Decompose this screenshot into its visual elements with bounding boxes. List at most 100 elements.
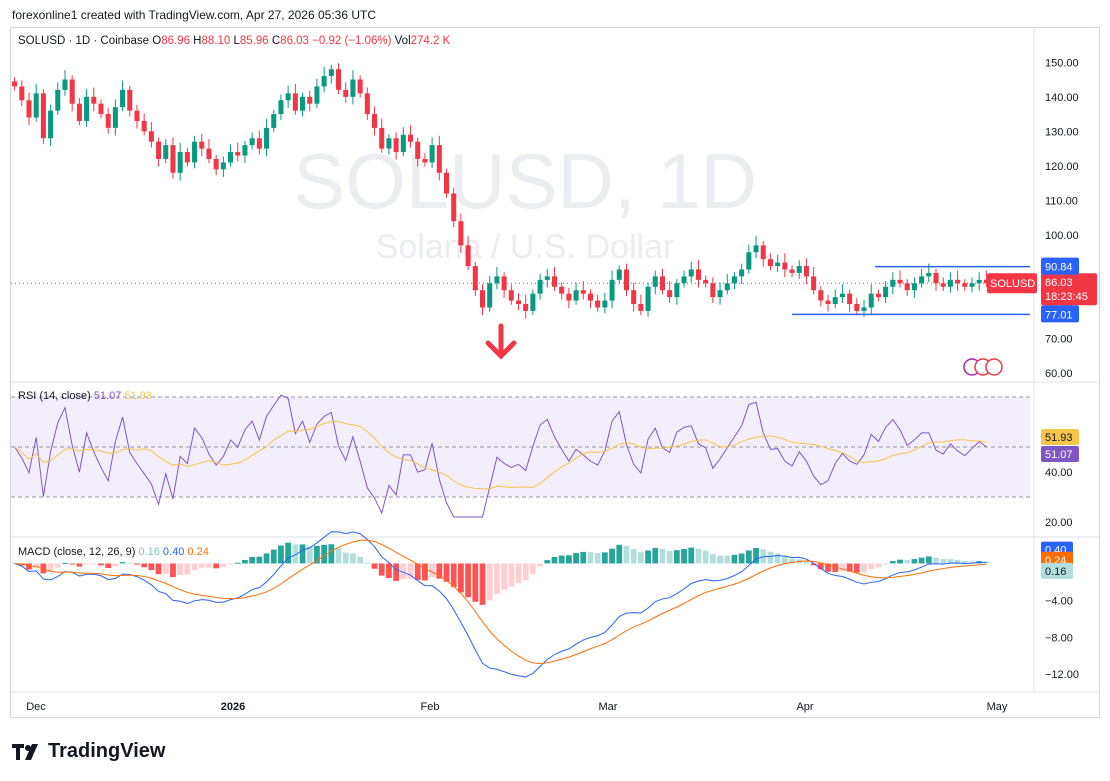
candle-body — [170, 145, 176, 173]
volume-value: 274.2 K — [410, 35, 451, 47]
macd-histogram-bar — [601, 552, 608, 564]
candle-body — [350, 79, 356, 97]
rsi-tick-label: 40.00 — [1045, 467, 1073, 479]
candle-body — [228, 152, 234, 163]
macd-histogram-bar — [69, 563, 76, 565]
candle-body — [141, 120, 147, 132]
candle-body — [767, 259, 773, 267]
candle-body — [407, 134, 414, 142]
macd-value-label: 0.16 — [1045, 566, 1066, 578]
candle-body — [688, 269, 694, 277]
candle-body — [12, 81, 18, 87]
candle-body — [372, 114, 378, 128]
candle-body — [429, 145, 435, 163]
macd-histogram-bar — [688, 547, 695, 564]
price-tick-label: 60.00 — [1045, 368, 1073, 380]
price-tick-label: 70.00 — [1045, 334, 1073, 346]
candle-body — [623, 269, 629, 291]
rsi-tick-label: 20.00 — [1045, 517, 1073, 529]
macd-histogram-bar — [508, 563, 515, 587]
macd-histogram-bar — [76, 563, 83, 567]
price-tick-label: 120.00 — [1045, 161, 1079, 173]
macd-histogram-bar — [270, 549, 277, 564]
candle-body — [832, 297, 838, 305]
tradingview-logo-icon — [12, 743, 38, 760]
macd-histogram-bar — [465, 563, 471, 598]
candle-body — [26, 100, 32, 118]
macd-histogram-bar — [148, 563, 155, 571]
candle-body — [472, 266, 478, 291]
macd-histogram-bar — [673, 550, 680, 564]
candle-body — [919, 276, 925, 284]
macd-histogram-bar — [961, 560, 968, 564]
candle-body — [947, 279, 953, 287]
candle-body — [364, 93, 370, 115]
macd-histogram-bar — [479, 563, 486, 605]
chart-frame — [10, 27, 1100, 718]
candle-body — [659, 276, 665, 291]
candle-body — [803, 266, 809, 277]
macd-histogram-bar — [947, 559, 954, 564]
macd-histogram-bar — [781, 555, 788, 564]
macd-histogram-bar — [400, 563, 407, 580]
candle-body — [177, 152, 183, 173]
price-tick-label: 100.00 — [1045, 230, 1079, 242]
macd-histogram-bar — [191, 563, 198, 571]
candle-body — [674, 283, 680, 298]
macd-histogram-bar — [119, 562, 126, 564]
macd-value: 0.40 — [162, 546, 185, 558]
last-price-symbol-box — [987, 273, 1037, 294]
macd-histogram-bar — [911, 559, 918, 564]
candle-body — [235, 152, 241, 156]
candle-body — [134, 110, 140, 121]
candle-body — [875, 293, 881, 298]
candle-body — [681, 276, 687, 284]
candle-body — [775, 262, 781, 267]
candle-body — [69, 79, 75, 104]
tradingview-logo[interactable]: TradingView — [12, 740, 165, 763]
candle-body — [868, 293, 874, 308]
macd-histogram-bar — [789, 558, 795, 564]
macd-histogram-bar — [709, 554, 716, 564]
volume-label: Vol — [394, 35, 411, 47]
macd-histogram-bar — [494, 563, 500, 594]
candle-body — [307, 96, 313, 104]
candle-body — [969, 283, 975, 287]
macd-histogram-bar — [681, 548, 687, 564]
candle-body — [84, 96, 90, 121]
macd-histogram-bar — [702, 550, 709, 564]
candle-body — [379, 127, 385, 149]
level-label-box — [1041, 305, 1079, 323]
macd-histogram-bar — [357, 556, 364, 564]
macd-histogram-bar — [422, 563, 428, 581]
candle-body — [587, 293, 594, 301]
macd-histogram-bar — [731, 554, 738, 564]
macd-histogram-bar — [40, 563, 47, 574]
rsi-ma-value: 51.93 — [124, 390, 152, 402]
candle-body — [551, 276, 558, 287]
rsi-legend[interactable]: RSI (14, close) 51.07 51.93 — [18, 390, 152, 402]
brand-name: TradingView — [48, 740, 166, 762]
candle-body — [616, 269, 622, 280]
macd-tick-label: −4.00 — [1045, 595, 1073, 607]
candle-body — [940, 283, 946, 287]
macd-histogram-bar — [98, 563, 104, 566]
macd-histogram-bar — [33, 563, 40, 568]
low-value: 85.96 — [239, 35, 269, 47]
macd-histogram-bar — [54, 563, 61, 568]
candle-body — [256, 138, 262, 149]
macd-histogram-bar — [105, 563, 112, 569]
candle-body — [48, 110, 54, 139]
candle-body — [602, 300, 608, 308]
candle-body — [897, 279, 903, 284]
rsi-ma-line — [14, 421, 987, 490]
candle-body — [285, 93, 291, 101]
attribution: forexonline1 created with TradingView.co… — [12, 8, 376, 22]
candle-body — [400, 134, 406, 153]
macd-histogram-bar — [321, 544, 328, 564]
macd-histogram-bar — [875, 563, 882, 568]
symbol-title[interactable]: SOLUSD · 1D · Coinbase — [18, 35, 150, 47]
candle-body — [343, 89, 349, 97]
macd-legend[interactable]: MACD (close, 12, 26, 9) 0.16 0.40 0.24 — [18, 546, 209, 558]
macd-histogram-bar — [414, 563, 421, 580]
